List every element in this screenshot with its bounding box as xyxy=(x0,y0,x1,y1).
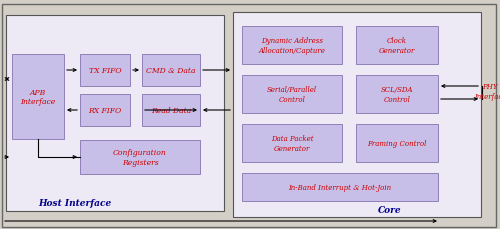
Bar xyxy=(242,173,438,201)
Text: Framing Control: Framing Control xyxy=(368,139,426,147)
Text: Dynamic Address
Allocation/Capture: Dynamic Address Allocation/Capture xyxy=(258,37,326,54)
Text: In-Band Interrupt & Hot-Join: In-Band Interrupt & Hot-Join xyxy=(288,183,392,191)
Text: Clock
Generator: Clock Generator xyxy=(379,37,415,54)
Bar xyxy=(242,27,342,65)
Text: APB
Interface: APB Interface xyxy=(20,89,56,106)
Bar xyxy=(80,55,130,87)
Text: PHY
Interface: PHY Interface xyxy=(474,83,500,100)
Bar xyxy=(356,76,438,114)
Text: Read Data: Read Data xyxy=(151,106,191,114)
Bar xyxy=(142,95,200,126)
Bar xyxy=(142,55,200,87)
Bar xyxy=(233,13,481,217)
Text: Configuration
Registers: Configuration Registers xyxy=(113,149,167,166)
Bar xyxy=(356,27,438,65)
Text: SCL/SDA
Control: SCL/SDA Control xyxy=(381,86,413,103)
Bar xyxy=(80,95,130,126)
Text: Data Packet
Generator: Data Packet Generator xyxy=(270,135,314,152)
Bar xyxy=(242,76,342,114)
Text: Serial/Parallel
Control: Serial/Parallel Control xyxy=(267,86,317,103)
Text: Core: Core xyxy=(378,205,402,214)
Text: RX FIFO: RX FIFO xyxy=(88,106,122,114)
Bar xyxy=(12,55,64,139)
Bar xyxy=(356,124,438,162)
Bar xyxy=(80,140,200,174)
Bar xyxy=(242,124,342,162)
Text: CMD & Data: CMD & Data xyxy=(146,67,196,75)
Text: TX FIFO: TX FIFO xyxy=(88,67,122,75)
Text: Host Interface: Host Interface xyxy=(38,198,112,207)
Bar xyxy=(6,16,224,211)
